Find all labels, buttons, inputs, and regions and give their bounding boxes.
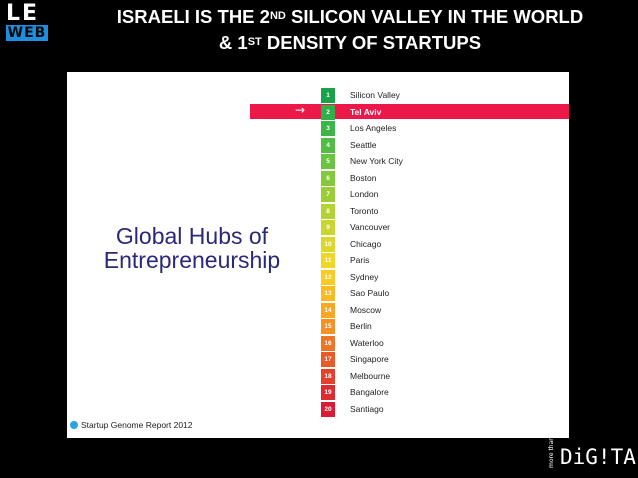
- bullet-dot-icon: [70, 420, 78, 429]
- brand-big-text: DiG!TAL: [560, 445, 638, 469]
- rank-number-box: 11: [321, 253, 335, 268]
- rank-number-box: 9: [321, 220, 335, 235]
- rank-number-box: 4: [321, 137, 335, 153]
- city-label: Paris: [350, 255, 370, 265]
- brand-small-text: more than: [548, 436, 555, 468]
- city-label: Boston: [350, 172, 377, 183]
- rank-number-box: 18: [321, 368, 335, 384]
- rank-number-box: 12: [321, 269, 335, 285]
- city-label: Seattle: [350, 139, 377, 150]
- city-label: Berlin: [350, 321, 372, 331]
- rank-number-box: 8: [321, 203, 335, 219]
- city-label: Toronto: [350, 205, 379, 216]
- city-label: Singapore: [350, 354, 389, 364]
- slide-panel: Global Hubs of Entrepreneurship → 1 Silic…: [67, 72, 569, 438]
- rank-number-box: 10: [321, 236, 335, 252]
- source-text: Startup Genome Report 2012: [81, 420, 193, 430]
- rank-number-box: 19: [321, 385, 335, 400]
- rank-number-box: 2: [321, 104, 335, 120]
- arrow-right-icon: →: [295, 103, 306, 117]
- rank-number-box: 17: [321, 352, 335, 367]
- city-label: Chicago: [350, 238, 382, 249]
- city-label: Sao Paulo: [350, 288, 390, 298]
- city-label: Moscow: [350, 304, 382, 315]
- header-line-1-text: ISRAELI IS THE 2: [116, 6, 270, 27]
- logo-line-le: LE: [6, 1, 40, 26]
- slide-header: ISRAELI IS THE 2ND SILICON VALLEY IN THE…: [70, 4, 630, 56]
- header-line-1: ISRAELI IS THE 2ND SILICON VALLEY IN THE…: [70, 4, 630, 30]
- header-line-1-rest: SILICON VALLEY IN THE WORLD: [285, 6, 584, 27]
- rank-number-box: 15: [321, 319, 335, 334]
- city-label: Melbourne: [350, 370, 391, 381]
- rank-number-box: 16: [321, 335, 335, 351]
- header-line-2-rest: DENSITY OF STARTUPS: [261, 32, 482, 53]
- header-line-2-sup: ST: [247, 36, 262, 48]
- hubs-title-line-2: Entrepreneurship: [103, 247, 281, 273]
- city-label: Bangalore: [350, 387, 389, 397]
- rank-number-box: 14: [321, 302, 335, 318]
- city-label: Sydney: [350, 271, 379, 282]
- header-line-2-text: & 1: [218, 32, 248, 53]
- city-label: Tel Aviv: [350, 106, 382, 117]
- rank-number-box: 5: [321, 154, 335, 169]
- city-label: New York City: [350, 156, 403, 166]
- city-label: London: [350, 189, 379, 199]
- header-line-1-sup: ND: [269, 10, 286, 22]
- rank-number-box: 1: [321, 88, 335, 103]
- hubs-title-line-1: Global Hubs of: [115, 223, 269, 249]
- city-label: Silicon Valley: [350, 90, 400, 100]
- tel-aviv-highlight-bar: →: [250, 103, 569, 119]
- rank-number-box: 3: [321, 121, 335, 136]
- header-line-2: & 1ST DENSITY OF STARTUPS: [70, 30, 630, 56]
- rank-number-box: 13: [321, 286, 335, 301]
- rank-number-box: 20: [321, 401, 335, 417]
- rank-number-box: 7: [321, 187, 335, 202]
- city-label: Santiago: [350, 403, 384, 414]
- city-label: Vancouver: [350, 222, 391, 232]
- rank-number-box: 6: [321, 170, 335, 186]
- source-caption: Startup Genome Report 2012: [70, 419, 193, 431]
- city-label: Waterloo: [350, 337, 384, 348]
- logo-line-web: WEB: [6, 25, 48, 41]
- more-than-digital-logo: more than DiG!TAL: [548, 436, 638, 476]
- hubs-title: Global Hubs of Entrepreneurship: [87, 224, 297, 272]
- city-label: Los Angeles: [350, 123, 397, 133]
- leweb-logo: LE WEB: [6, 1, 50, 44]
